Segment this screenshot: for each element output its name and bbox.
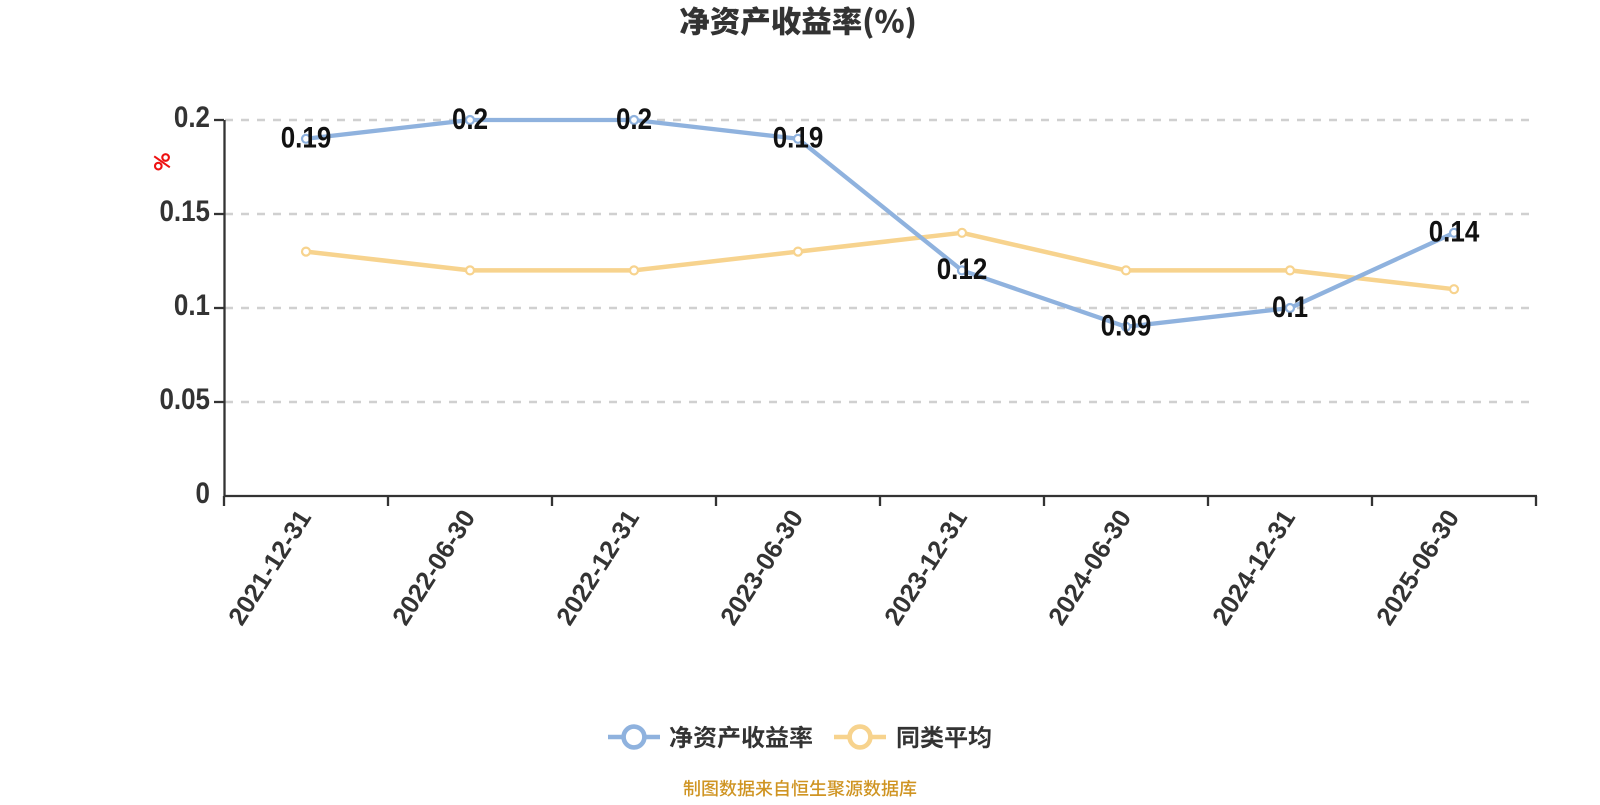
svg-text:0: 0	[196, 477, 210, 510]
svg-text:0.19: 0.19	[281, 122, 332, 155]
svg-text:0.15: 0.15	[159, 195, 210, 228]
svg-text:0.19: 0.19	[773, 122, 824, 155]
svg-text:0.1: 0.1	[1272, 291, 1308, 324]
svg-text:0.2: 0.2	[452, 103, 488, 136]
svg-text:0.2: 0.2	[616, 103, 652, 136]
svg-text:0.14: 0.14	[1429, 216, 1480, 249]
svg-text:0.1: 0.1	[174, 289, 210, 322]
svg-text:0.2: 0.2	[174, 101, 210, 134]
svg-text:0.09: 0.09	[1101, 310, 1152, 343]
svg-text:0.05: 0.05	[159, 383, 210, 416]
svg-text:0.12: 0.12	[937, 253, 988, 286]
